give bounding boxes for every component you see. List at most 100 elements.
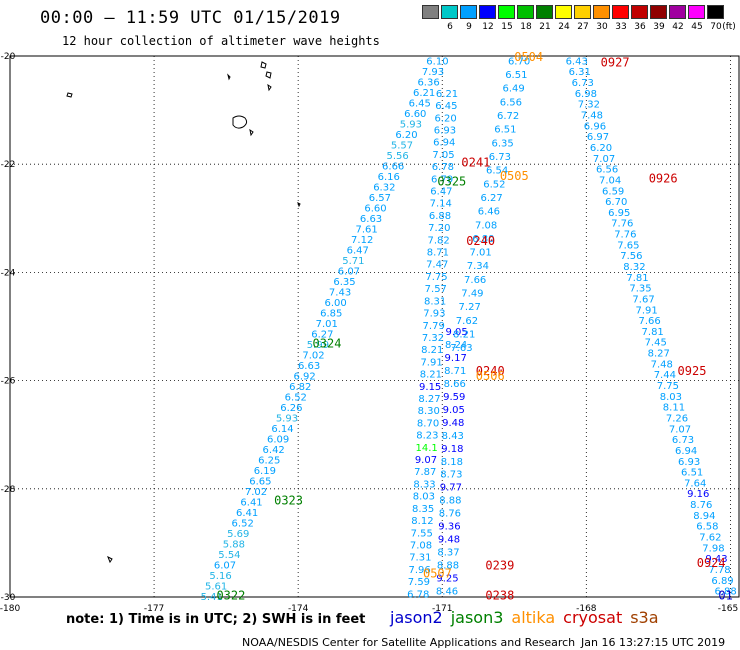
wave-height-value: 8.12: [411, 516, 433, 527]
legend-jason3: jason3: [450, 608, 504, 627]
wave-height-value: 7.79: [423, 321, 445, 332]
wave-height-value: 8.76: [690, 500, 712, 511]
wave-height-value: 8.88: [437, 561, 459, 572]
wave-height-value: 6.96: [584, 121, 606, 132]
wave-height-value: 6.49: [502, 84, 524, 95]
island-outline: [297, 202, 301, 208]
colorbar-swatch: [479, 5, 496, 19]
pass-time-label: 0324: [313, 337, 342, 351]
wave-height-value: 7.66: [638, 316, 660, 327]
wave-height-value: 7.78: [708, 565, 730, 576]
wave-height-value: 7.61: [355, 224, 377, 235]
wave-height-value: 6.52: [232, 518, 254, 529]
wave-height-value: 6.00: [325, 298, 347, 309]
wave-height-value: 7.08: [410, 540, 432, 551]
island-outline: [249, 128, 254, 137]
wave-height-value: 8.88: [439, 496, 461, 507]
track-altika: 7.63 8.21 7.62 7.27 7.49 7.66 7.34 7.01 6.80 7.08…: [450, 56, 530, 354]
pass-time-label: 0325: [437, 174, 466, 188]
wave-height-value: 7.98: [702, 543, 724, 554]
wave-height-value: 5.88: [223, 539, 245, 550]
wave-height-value: 7.44: [654, 370, 676, 381]
colorbar-swatch: [460, 5, 477, 19]
wave-height-value: 8.21: [453, 329, 475, 340]
wave-height-value: 8.94: [693, 511, 715, 522]
wave-height-value: 6.98: [575, 89, 597, 100]
wave-height-value: 6.93: [434, 125, 456, 136]
wave-height-value: 6.79: [431, 174, 453, 185]
island-outline: [267, 83, 272, 92]
colorbar-tick: 9: [466, 22, 472, 32]
pass-time-label: 0323: [274, 494, 303, 508]
wave-height-value: 6.26: [280, 403, 302, 414]
altimeter-tracks: 5.415.615.166.075.545.885.696.526.416.41…: [201, 56, 737, 603]
wave-height-value: 5.41: [201, 592, 223, 603]
wave-height-value: 7.47: [426, 260, 448, 271]
colorbar-tick: 21: [539, 22, 551, 32]
colorbar-swatch: [536, 5, 553, 19]
wave-height-value: 7.01: [316, 319, 338, 330]
wave-height-value: 7.56: [620, 251, 642, 262]
map-grid: [9, 55, 740, 598]
lat-tick-label: -24: [1, 268, 16, 278]
lat-tick-label: -28: [1, 485, 16, 495]
wave-height-value: 6.10: [426, 56, 448, 67]
wave-height-value: 8.76: [439, 509, 461, 520]
wave-height-value: 5.61: [205, 581, 227, 592]
wave-height-value: 6.32: [373, 182, 395, 193]
wave-height-value: 6.72: [497, 111, 519, 122]
wave-height-value: 7.59: [408, 577, 430, 588]
pass-time-label: 0924: [697, 556, 726, 570]
wave-height-value: 8.31: [424, 296, 446, 307]
wave-height-value: 6.09: [267, 434, 289, 445]
colorbar-swatch: [669, 5, 686, 19]
wave-height-value: 6.07: [214, 560, 236, 571]
wave-height-value: 6.88: [429, 211, 451, 222]
wave-height-value: 7.31: [409, 553, 431, 564]
wave-height-value: 6.46: [478, 207, 500, 218]
lat-tick-label: -20: [1, 52, 16, 62]
pass-time-label: 0506: [476, 369, 505, 383]
colorbar-swatch: [498, 5, 515, 19]
wave-height-value: 9.05: [446, 327, 468, 338]
wave-height-value: 9.59: [443, 392, 465, 403]
track-jason2: 8.46 9.25 8.88 8.37 9.48 9.36 8.76 8.88 9.77 8.73…: [436, 327, 468, 598]
wave-height-value: 8.71: [444, 366, 466, 377]
wave-height-value: 7.96: [408, 565, 430, 576]
wave-height-value: 7.35: [629, 284, 651, 295]
wave-height-value: 6.47: [430, 187, 452, 198]
wave-height-value: 8.70: [417, 418, 439, 429]
pass-time-label: 01: [718, 588, 732, 602]
pass-time-label: 0925: [678, 364, 707, 378]
wave-height-value: 5.69: [227, 529, 249, 540]
colorbar-tick: 70: [710, 22, 722, 32]
wave-height-value: 7.55: [411, 528, 433, 539]
wave-height-value: 7.62: [699, 532, 721, 543]
wave-height-value: 6.88: [714, 587, 736, 598]
wave-height-value: 7.75: [657, 381, 679, 392]
colorbar-tick: 12: [482, 22, 494, 32]
wave-height-value: 8.24: [445, 340, 467, 351]
wave-height-value: 6.94: [675, 446, 697, 457]
wave-height-value: 7.07: [669, 424, 691, 435]
wave-height-value: 9.15: [419, 382, 441, 393]
colorbar-tick: 24: [558, 22, 570, 32]
wave-height-value: 6.60: [364, 203, 386, 214]
wave-height-value: 8.33: [413, 479, 435, 490]
colorbar-swatch: [593, 5, 610, 19]
wave-height-value: 9.43: [705, 554, 727, 565]
legend-jason2: jason2: [390, 608, 443, 627]
wave-height-value: 6.73: [572, 78, 594, 89]
wave-height-value: 6.31: [569, 67, 591, 78]
wave-height-value: 7.01: [470, 248, 492, 259]
lon-tick-label: -168: [576, 604, 597, 614]
wave-height-value: 8.46: [436, 587, 458, 598]
island-outline: [232, 115, 248, 129]
wave-height-value: 5.71: [342, 256, 364, 267]
wave-height-value: 7.93: [422, 67, 444, 78]
wave-height-value: 7.76: [611, 219, 633, 230]
wave-height-value: 8.03: [413, 492, 435, 503]
colorbar-swatch: [650, 5, 667, 19]
island-outline: [66, 92, 73, 98]
